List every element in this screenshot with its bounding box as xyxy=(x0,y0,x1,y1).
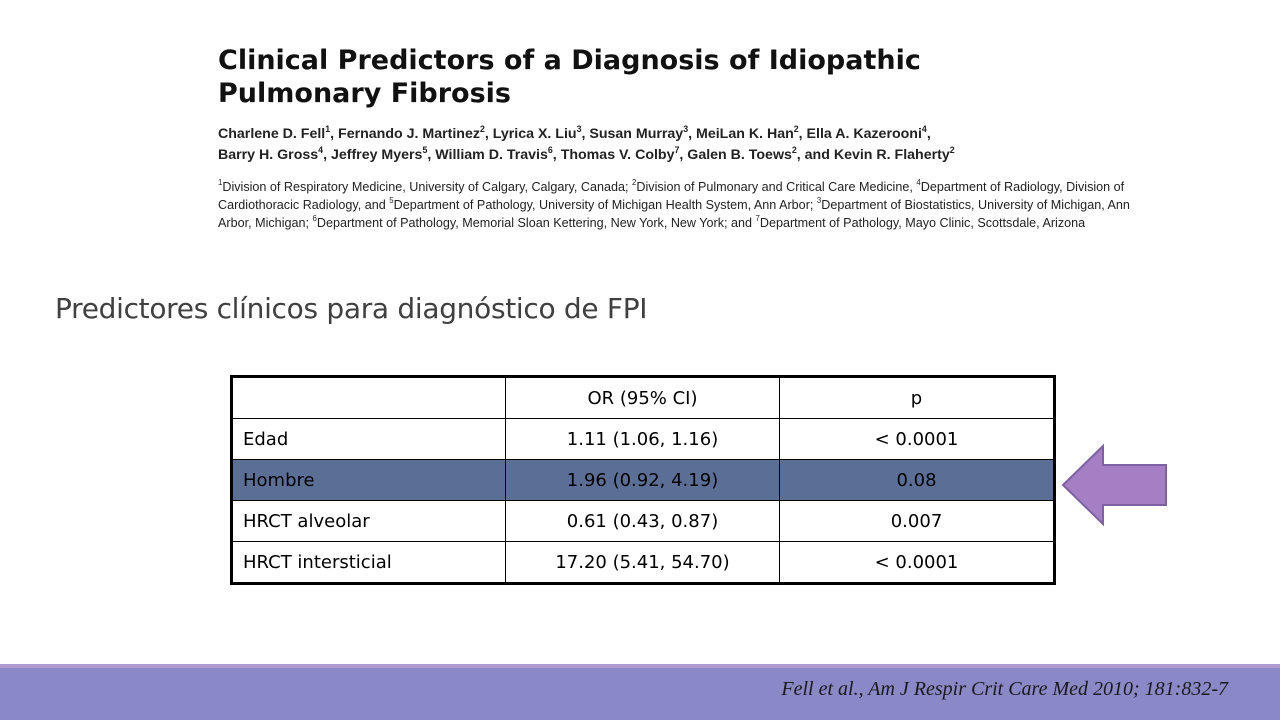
affiliation-mark: 3 xyxy=(816,196,822,206)
affiliation-text: Department of Radiology, Division of Car… xyxy=(218,180,1125,212)
author-affiliation-mark: 6 xyxy=(547,144,553,155)
affiliation-mark: 7 xyxy=(755,214,760,224)
row-p: < 0.0001 xyxy=(779,541,1055,584)
paper-header: Clinical Predictors of a Diagnosis of Id… xyxy=(218,44,1148,232)
author-name: Jeffrey Myers xyxy=(330,147,423,163)
row-label: HRCT intersticial xyxy=(231,541,506,584)
affiliation-text: Department of Pathology, University of M… xyxy=(393,198,817,212)
table-row: HRCT alveolar 0.61 (0.43, 0.87) 0.007 xyxy=(231,500,1055,542)
author-affiliation-mark: 1 xyxy=(325,123,331,134)
author-name: Barry H. Gross xyxy=(218,147,319,163)
affiliation-mark: 5 xyxy=(389,196,394,206)
paper-title-line1: Clinical Predictors of a Diagnosis of Id… xyxy=(218,45,921,76)
affiliation-mark: 4 xyxy=(916,178,921,188)
affiliation-text: Department of Pathology, Mayo Clinic, Sc… xyxy=(759,216,1086,230)
table-row: Hombre 1.96 (0.92, 4.19) 0.08 xyxy=(231,459,1055,501)
header-cell-or: OR (95% CI) xyxy=(505,376,780,419)
author-affiliation-mark: 2 xyxy=(479,123,485,134)
row-label: Edad xyxy=(231,418,506,460)
paper-title-line2: Pulmonary Fibrosis xyxy=(218,78,511,109)
author-affiliation-mark: 2 xyxy=(949,144,955,155)
affiliation-mark: 1 xyxy=(218,178,223,188)
affiliation-text: Department of Pathology, Memorial Sloan … xyxy=(316,216,756,230)
header-cell-p: p xyxy=(779,376,1055,419)
slide-subtitle: Predictores clínicos para diagnóstico de… xyxy=(55,292,648,325)
author-affiliation-mark: 5 xyxy=(422,144,428,155)
author-name: Lyrica X. Liu xyxy=(492,126,577,142)
author-affiliation-mark: 2 xyxy=(791,144,797,155)
author-name: William D. Travis xyxy=(435,147,548,163)
affiliation-text: Division of Respiratory Medicine, Univer… xyxy=(222,180,633,194)
author-name: Ella A. Kazerooni xyxy=(806,126,922,142)
footer-bar: Fell et al., Am J Respir Crit Care Med 2… xyxy=(0,664,1280,720)
author-name: MeiLan K. Han xyxy=(696,126,794,142)
arrow-shape xyxy=(1061,443,1167,527)
row-or: 17.20 (5.41, 54.70) xyxy=(505,541,780,584)
author-affiliation-mark: 4 xyxy=(921,123,927,134)
paper-title: Clinical Predictors of a Diagnosis of Id… xyxy=(218,44,1148,110)
row-p: 0.007 xyxy=(779,500,1055,542)
author-name: Galen B. Toews xyxy=(687,147,792,163)
paper-affiliations: 1Division of Respiratory Medicine, Unive… xyxy=(218,178,1148,232)
left-arrow-icon xyxy=(1061,443,1167,527)
author-name: Thomas V. Colby xyxy=(560,147,675,163)
author-name: and Kevin R. Flaherty xyxy=(804,147,950,163)
row-label: Hombre xyxy=(231,459,506,501)
author-affiliation-mark: 7 xyxy=(674,144,680,155)
affiliation-mark: 6 xyxy=(312,214,317,224)
affiliation-mark: 2 xyxy=(632,178,637,188)
row-p: < 0.0001 xyxy=(779,418,1055,460)
header-cell-label xyxy=(231,376,506,419)
author-affiliation-mark: 3 xyxy=(576,123,582,134)
affiliation-text: Department of Biostatistics, University … xyxy=(218,198,1130,230)
results-table: OR (95% CI) p Edad 1.11 (1.06, 1.16) < 0… xyxy=(230,375,1056,585)
author-name: Susan Murray xyxy=(589,126,684,142)
table-header-row: OR (95% CI) p xyxy=(231,376,1055,419)
author-affiliation-mark: 2 xyxy=(793,123,799,134)
table-row: HRCT intersticial 17.20 (5.41, 54.70) < … xyxy=(231,541,1055,584)
row-p: 0.08 xyxy=(779,459,1055,501)
row-label: HRCT alveolar xyxy=(231,500,506,542)
citation: Fell et al., Am J Respir Crit Care Med 2… xyxy=(781,678,1228,700)
paper-authors: Charlene D. Fell1, Fernando J. Martinez2… xyxy=(218,123,955,163)
author-affiliation-mark: 3 xyxy=(683,123,689,134)
table-row: Edad 1.11 (1.06, 1.16) < 0.0001 xyxy=(231,418,1055,460)
row-or: 1.11 (1.06, 1.16) xyxy=(505,418,780,460)
row-or: 0.61 (0.43, 0.87) xyxy=(505,500,780,542)
affiliation-text: Division of Pulmonary and Critical Care … xyxy=(636,180,917,194)
author-name: Charlene D. Fell xyxy=(218,126,326,142)
author-affiliation-mark: 4 xyxy=(318,144,324,155)
footer-accent-line xyxy=(0,664,1280,668)
author-name: Fernando J. Martinez xyxy=(338,126,480,142)
row-or: 1.96 (0.92, 4.19) xyxy=(505,459,780,501)
